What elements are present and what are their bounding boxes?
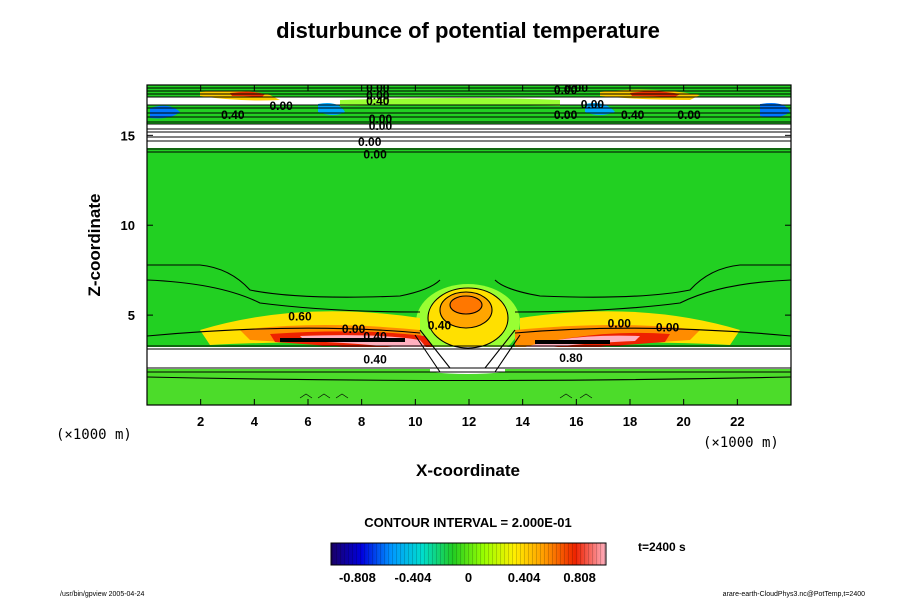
contour-label: 0.00 [363,148,387,162]
low-band-white [147,347,791,369]
upper-yellow-mid [340,98,560,106]
bubble-core [450,296,482,314]
y-unit-label: (×1000 m) [56,427,132,443]
contour-label: 0.00 [366,81,390,95]
contour-label: 0.40 [366,94,390,108]
low-band-black-right [535,340,610,344]
colorbar-tick-label: -0.404 [395,570,433,585]
contour-label: 0.40 [221,108,245,122]
footer-right: arare-earth-CloudPhys3.nc@PotTemp,t=2400 [723,591,865,598]
contour-label: 0.00 [581,97,605,111]
colorbar: -0.808 -0.404 0 0.404 0.808 [330,542,607,585]
contour-label: 0.00 [358,135,382,149]
contour-label: 0.40 [363,329,387,343]
upper-band-white-2 [147,124,791,148]
colorbar-tick-label: 0.404 [508,570,541,585]
x-axis: 2 4 6 8 10 12 14 16 18 20 22 [197,85,745,429]
contour-label: 0.80 [559,351,583,365]
contour-label: 0.00 [369,119,393,133]
upper-blue-mid-right [585,103,615,115]
x-tick-label: 16 [569,414,583,429]
contour-labels: 0.000.000.400.000.000.000.400.000.00 0.40… [221,81,701,367]
x-tick-label: 18 [623,414,637,429]
low-band-black-left [280,338,405,342]
x-axis-label: X-coordinate [416,461,520,480]
x-tick-label: 12 [462,414,476,429]
contour-label: 0.00 [677,108,701,122]
x-tick-label: 8 [358,414,365,429]
x-tick-label: 6 [304,414,311,429]
contour-label: 0.00 [656,320,680,334]
contour-label: 0.00 [554,83,578,97]
contour-label: 0.00 [366,88,390,102]
colorbar-tick-label: 0.808 [563,570,596,585]
x-tick-label: 10 [408,414,422,429]
x-tick-label: 22 [730,414,744,429]
contour-label: 0.00 [342,322,366,336]
chart-title: disturbunce of potential temperature [276,18,660,43]
colorbar-ticks [331,543,606,565]
upper-blue-left [150,105,180,119]
x-tick-label: 2 [197,414,204,429]
y-axis: 5 10 15 [121,128,791,323]
plot-area: 0.000.000.400.000.000.000.400.000.00 0.40… [147,81,791,405]
y-tick-label: 5 [128,308,135,323]
contour-label: 0.60 [288,310,312,324]
upper-blue-mid-left [318,103,345,115]
contour-label: 0.00 [554,108,578,122]
x-tick-label: 4 [251,414,259,429]
contour-label: 0.40 [621,108,645,122]
contour-interval-text: CONTOUR INTERVAL = 2.000E-01 [364,515,571,530]
upper-blue-right [760,103,790,118]
contour-label: 0.40 [363,353,387,367]
y-tick-label: 10 [121,218,135,233]
y-axis-label: Z-coordinate [85,194,104,297]
footer-left: /usr/bin/gpview 2005-04-24 [60,591,145,598]
contour-label: 0.40 [428,318,452,332]
colorbar-frame [330,542,607,566]
colorbar-tick-label: -0.808 [339,570,376,585]
small-surface-marks [299,393,593,399]
contour-label: 0.00 [269,99,293,113]
contour-lines [147,87,791,382]
contour-label: 0.00 [608,317,632,331]
x-tick-label: 20 [676,414,690,429]
time-label: t=2400 s [638,540,686,554]
x-tick-label: 14 [515,414,530,429]
contour-label: 0.00 [369,112,393,126]
colorbar-tick-label: 0 [465,570,472,585]
colorbar-tick-labels: -0.808 -0.404 0 0.404 0.808 [339,570,596,585]
x-unit-label: (×1000 m) [703,435,779,451]
pink-layer-right [510,335,640,353]
y-tick-label: 15 [121,128,135,143]
